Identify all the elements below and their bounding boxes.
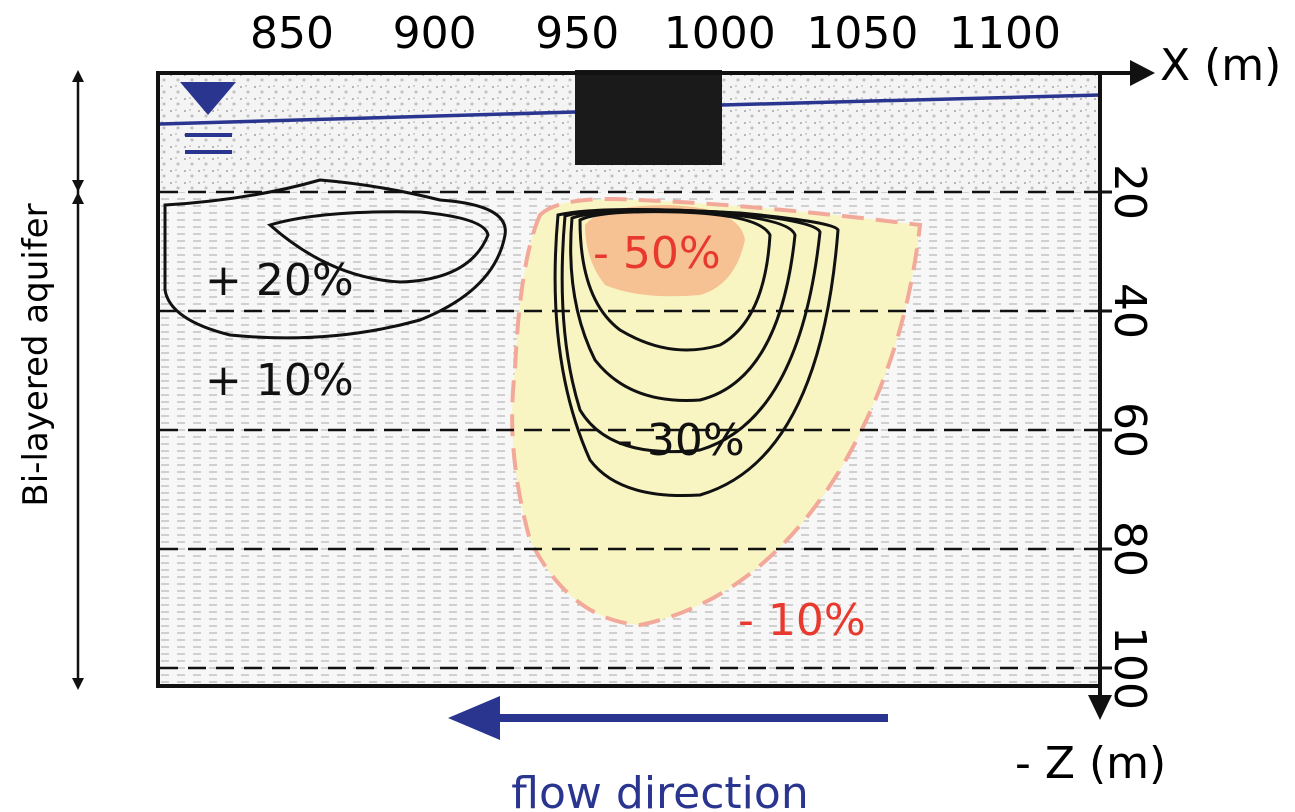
- contour-label: - 30%: [617, 415, 745, 466]
- side-bracket: Bi-layered aquifer: [16, 70, 84, 690]
- x-axis-label: X (m): [1160, 40, 1281, 91]
- x-axis-arrow: [1130, 60, 1155, 86]
- flow: flow direction: [448, 696, 888, 812]
- x-tick-label: 1100: [949, 8, 1061, 59]
- building: [575, 70, 722, 165]
- side-label: Bi-layered aquifer: [16, 203, 56, 506]
- contour-label: + 10%: [205, 355, 354, 406]
- x-tick-label: 950: [535, 8, 619, 59]
- flow-arrow-head: [448, 696, 500, 740]
- z-tick-label: 60: [1104, 402, 1155, 458]
- diagram: X (m) - Z (m) 850 900 950 1000 1050 1100 20 40 6…: [0, 0, 1295, 812]
- z-tick-label: 40: [1104, 283, 1155, 339]
- x-tick-label: 900: [393, 8, 477, 59]
- contour-label: - 50%: [593, 228, 721, 279]
- flow-label: flow direction: [511, 768, 808, 812]
- x-tick-label: 850: [250, 8, 334, 59]
- z-axis-label: - Z (m): [1015, 738, 1166, 789]
- x-tick-label: 1000: [664, 8, 776, 59]
- contour-label: - 10%: [738, 595, 866, 646]
- z-tick-label: 20: [1104, 164, 1155, 220]
- z-tick-label: 100: [1104, 626, 1155, 710]
- contour-label: + 20%: [205, 255, 354, 306]
- x-tick-label: 1050: [806, 8, 918, 59]
- z-tick-label: 80: [1104, 521, 1155, 577]
